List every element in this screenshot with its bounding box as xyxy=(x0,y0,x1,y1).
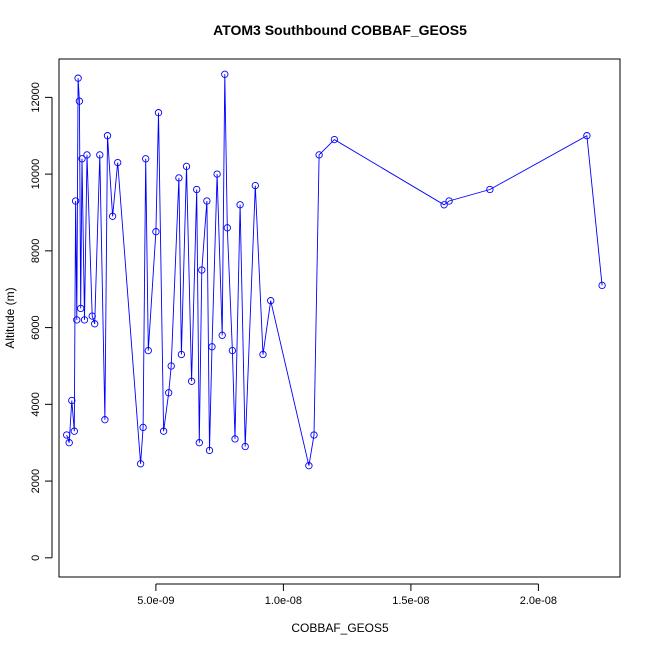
data-point xyxy=(177,350,186,359)
chart-title: ATOM3 Southbound COBBAF_GEOS5 xyxy=(213,22,467,38)
data-point xyxy=(195,439,203,447)
data-point xyxy=(305,462,313,470)
data-point xyxy=(205,446,214,455)
x-tick-label: 1.0e-08 xyxy=(265,595,302,607)
y-tick-label: 8000 xyxy=(30,239,42,263)
data-point xyxy=(65,439,73,447)
data-point xyxy=(154,109,163,117)
data-point xyxy=(228,346,237,355)
series-layer xyxy=(63,70,606,470)
y-tick-label: 10000 xyxy=(30,159,42,190)
data-point xyxy=(241,442,249,451)
data-point xyxy=(187,377,196,385)
y-tick-label: 12000 xyxy=(30,82,42,113)
x-axis: 5.0e-09 1.0e-08 1.5e-08 2.0e-08 xyxy=(137,583,557,607)
data-point xyxy=(63,431,71,439)
data-point xyxy=(142,155,150,163)
data-point xyxy=(182,162,191,171)
data-point xyxy=(73,316,81,324)
data-point xyxy=(96,151,104,159)
data-point xyxy=(259,350,267,359)
data-point xyxy=(221,70,229,78)
data-point xyxy=(101,416,109,424)
data-point xyxy=(75,97,84,105)
data-point xyxy=(83,151,91,159)
data-point xyxy=(78,155,86,163)
y-tick-label: 4000 xyxy=(30,392,42,416)
data-point xyxy=(223,224,231,232)
data-point xyxy=(68,396,76,405)
data-point xyxy=(598,281,606,290)
data-point xyxy=(218,331,226,339)
x-axis-label: COBBAF_GEOS5 xyxy=(291,621,389,635)
data-point xyxy=(108,212,117,220)
data-point xyxy=(91,320,99,328)
data-point xyxy=(88,312,96,320)
x-tick-label: 1.5e-08 xyxy=(392,595,429,607)
data-point xyxy=(74,74,82,82)
series-line xyxy=(66,74,603,466)
data-point xyxy=(208,343,216,351)
data-point xyxy=(167,362,175,370)
y-tick-label: 2000 xyxy=(30,469,42,493)
data-point xyxy=(165,389,173,397)
data-point xyxy=(193,185,201,194)
data-point xyxy=(144,346,152,355)
x-tick-label: 5.0e-09 xyxy=(137,595,174,607)
data-point xyxy=(330,135,339,144)
data-point xyxy=(70,427,78,435)
data-point xyxy=(175,174,183,182)
data-point xyxy=(77,304,85,313)
y-axis-label: Altitude (m) xyxy=(3,287,17,348)
data-point xyxy=(80,316,89,324)
data-point xyxy=(231,435,239,443)
data-point xyxy=(310,431,318,439)
y-axis: 0 2000 4000 6000 8000 10000 12000 xyxy=(30,82,53,561)
data-point xyxy=(445,197,453,205)
y-tick-label: 0 xyxy=(30,555,42,561)
data-point xyxy=(267,297,275,305)
data-point xyxy=(103,132,112,140)
x-tick-label: 2.0e-08 xyxy=(520,595,557,607)
data-point xyxy=(152,228,160,236)
data-point xyxy=(440,201,448,209)
data-point xyxy=(159,427,168,435)
data-point xyxy=(139,423,147,432)
data-point xyxy=(114,158,122,167)
plot-frame xyxy=(58,58,621,578)
data-point xyxy=(583,132,591,140)
data-point xyxy=(198,266,206,274)
data-point xyxy=(71,197,80,205)
data-point xyxy=(213,170,221,178)
data-point xyxy=(486,185,494,194)
data-point xyxy=(236,201,244,209)
data-point xyxy=(136,460,145,468)
data-point xyxy=(315,151,323,159)
data-point xyxy=(203,197,211,205)
y-tick-label: 6000 xyxy=(30,315,42,339)
data-point xyxy=(251,181,259,190)
